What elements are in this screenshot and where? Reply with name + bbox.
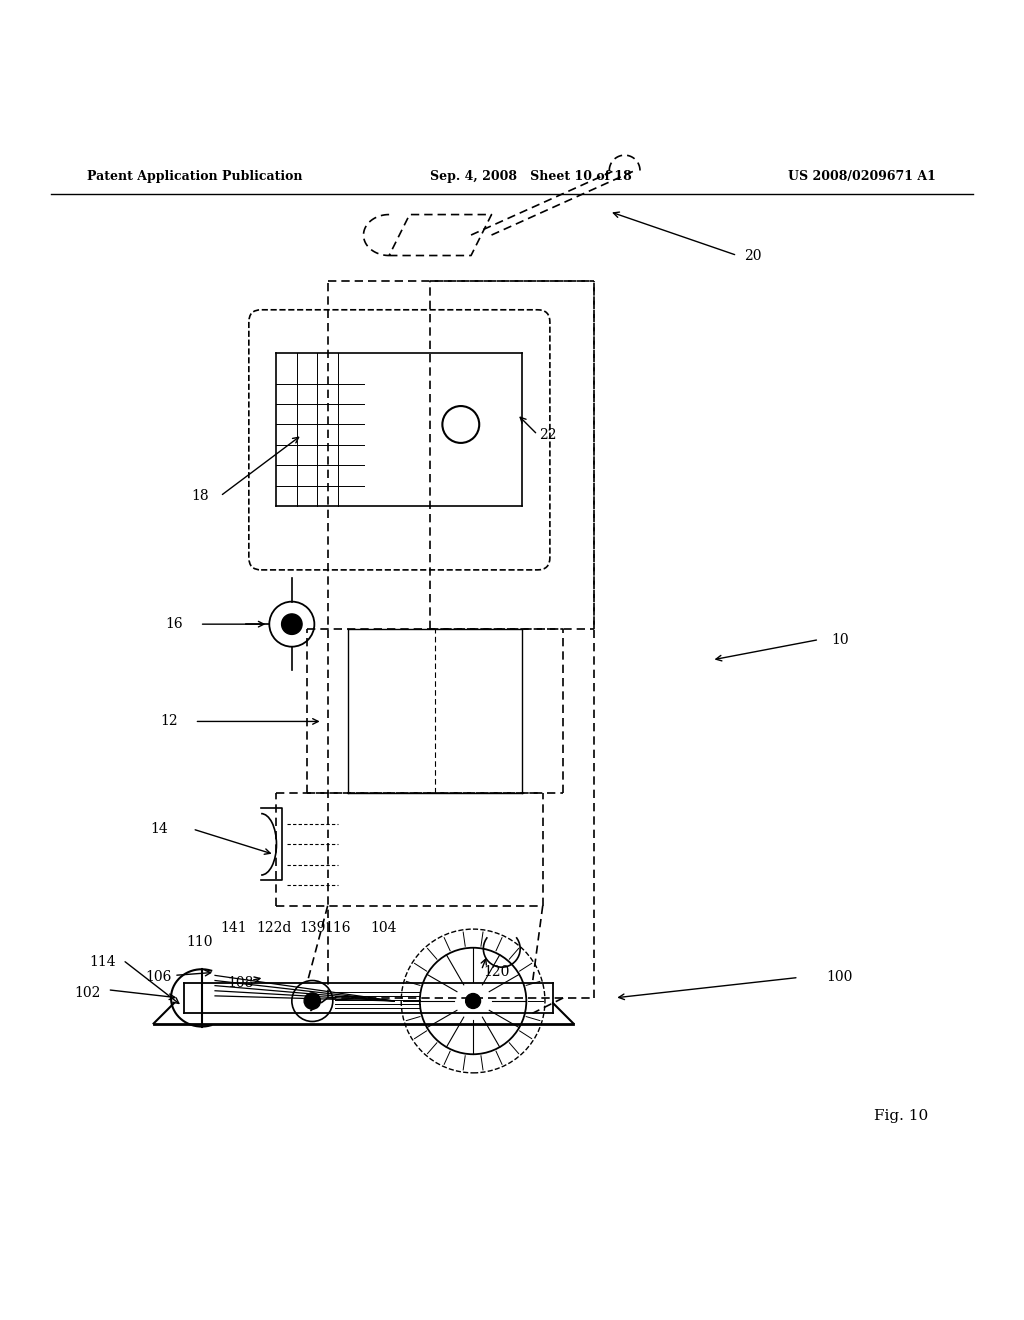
Text: 18: 18 (190, 490, 209, 503)
Text: 102: 102 (74, 986, 100, 999)
Text: 110: 110 (186, 935, 213, 949)
Text: 10: 10 (830, 632, 849, 647)
Text: Fig. 10: Fig. 10 (874, 1109, 928, 1123)
Text: 16: 16 (165, 618, 183, 631)
Text: 100: 100 (826, 970, 853, 985)
Text: 12: 12 (160, 714, 178, 729)
Text: 120: 120 (483, 965, 510, 979)
Text: US 2008/0209671 A1: US 2008/0209671 A1 (788, 170, 936, 182)
Text: 106: 106 (145, 970, 172, 985)
Circle shape (282, 614, 302, 635)
Circle shape (466, 994, 480, 1008)
Text: 122d: 122d (257, 921, 292, 936)
Text: 104: 104 (371, 921, 397, 936)
Text: 108: 108 (227, 975, 254, 990)
Text: 22: 22 (539, 428, 557, 442)
Text: 14: 14 (150, 822, 168, 836)
Text: 116: 116 (325, 921, 351, 936)
Text: 20: 20 (743, 248, 762, 263)
Text: 141: 141 (220, 921, 247, 936)
Text: Sep. 4, 2008   Sheet 10 of 18: Sep. 4, 2008 Sheet 10 of 18 (430, 170, 632, 182)
Text: 139: 139 (299, 921, 326, 936)
Text: 114: 114 (89, 956, 116, 969)
Circle shape (304, 993, 321, 1010)
Text: Patent Application Publication: Patent Application Publication (87, 170, 302, 182)
